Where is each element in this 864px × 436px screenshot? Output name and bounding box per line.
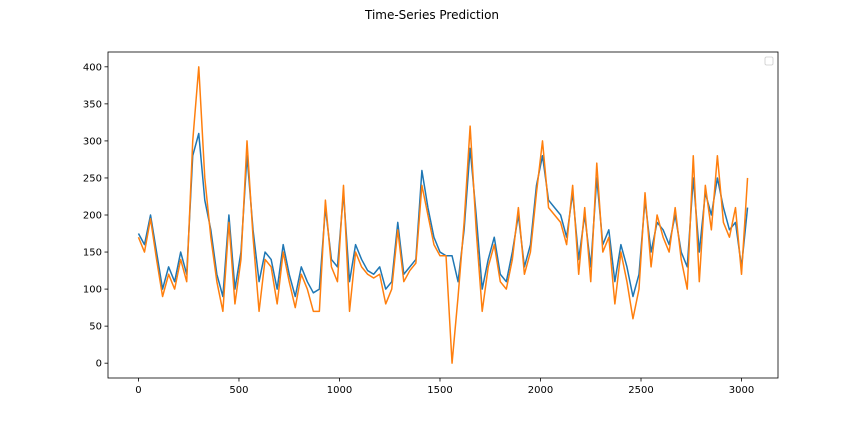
y-tick-label: 0 [96,359,102,370]
x-tick-label: 1500 [427,385,452,396]
y-tick-label: 100 [83,285,102,296]
y-tick-label: 250 [83,173,102,184]
y-tick-label: 300 [83,136,102,147]
chart-title: Time-Series Prediction [364,8,499,22]
x-tick-label: 0 [135,385,141,396]
y-tick-label: 400 [83,62,102,73]
y-tick-label: 50 [89,322,102,333]
legend-box [764,56,774,66]
series-line [137,132,749,298]
x-tick-label: 2000 [528,385,553,396]
series-line [137,66,749,364]
y-tick-label: 350 [83,99,102,110]
x-tick-label: 500 [229,385,248,396]
x-tick-label: 3000 [729,385,754,396]
x-tick-label: 2500 [628,385,653,396]
x-tick-label: 1000 [327,385,352,396]
y-tick-label: 150 [83,248,102,259]
y-tick-label: 200 [83,211,102,222]
